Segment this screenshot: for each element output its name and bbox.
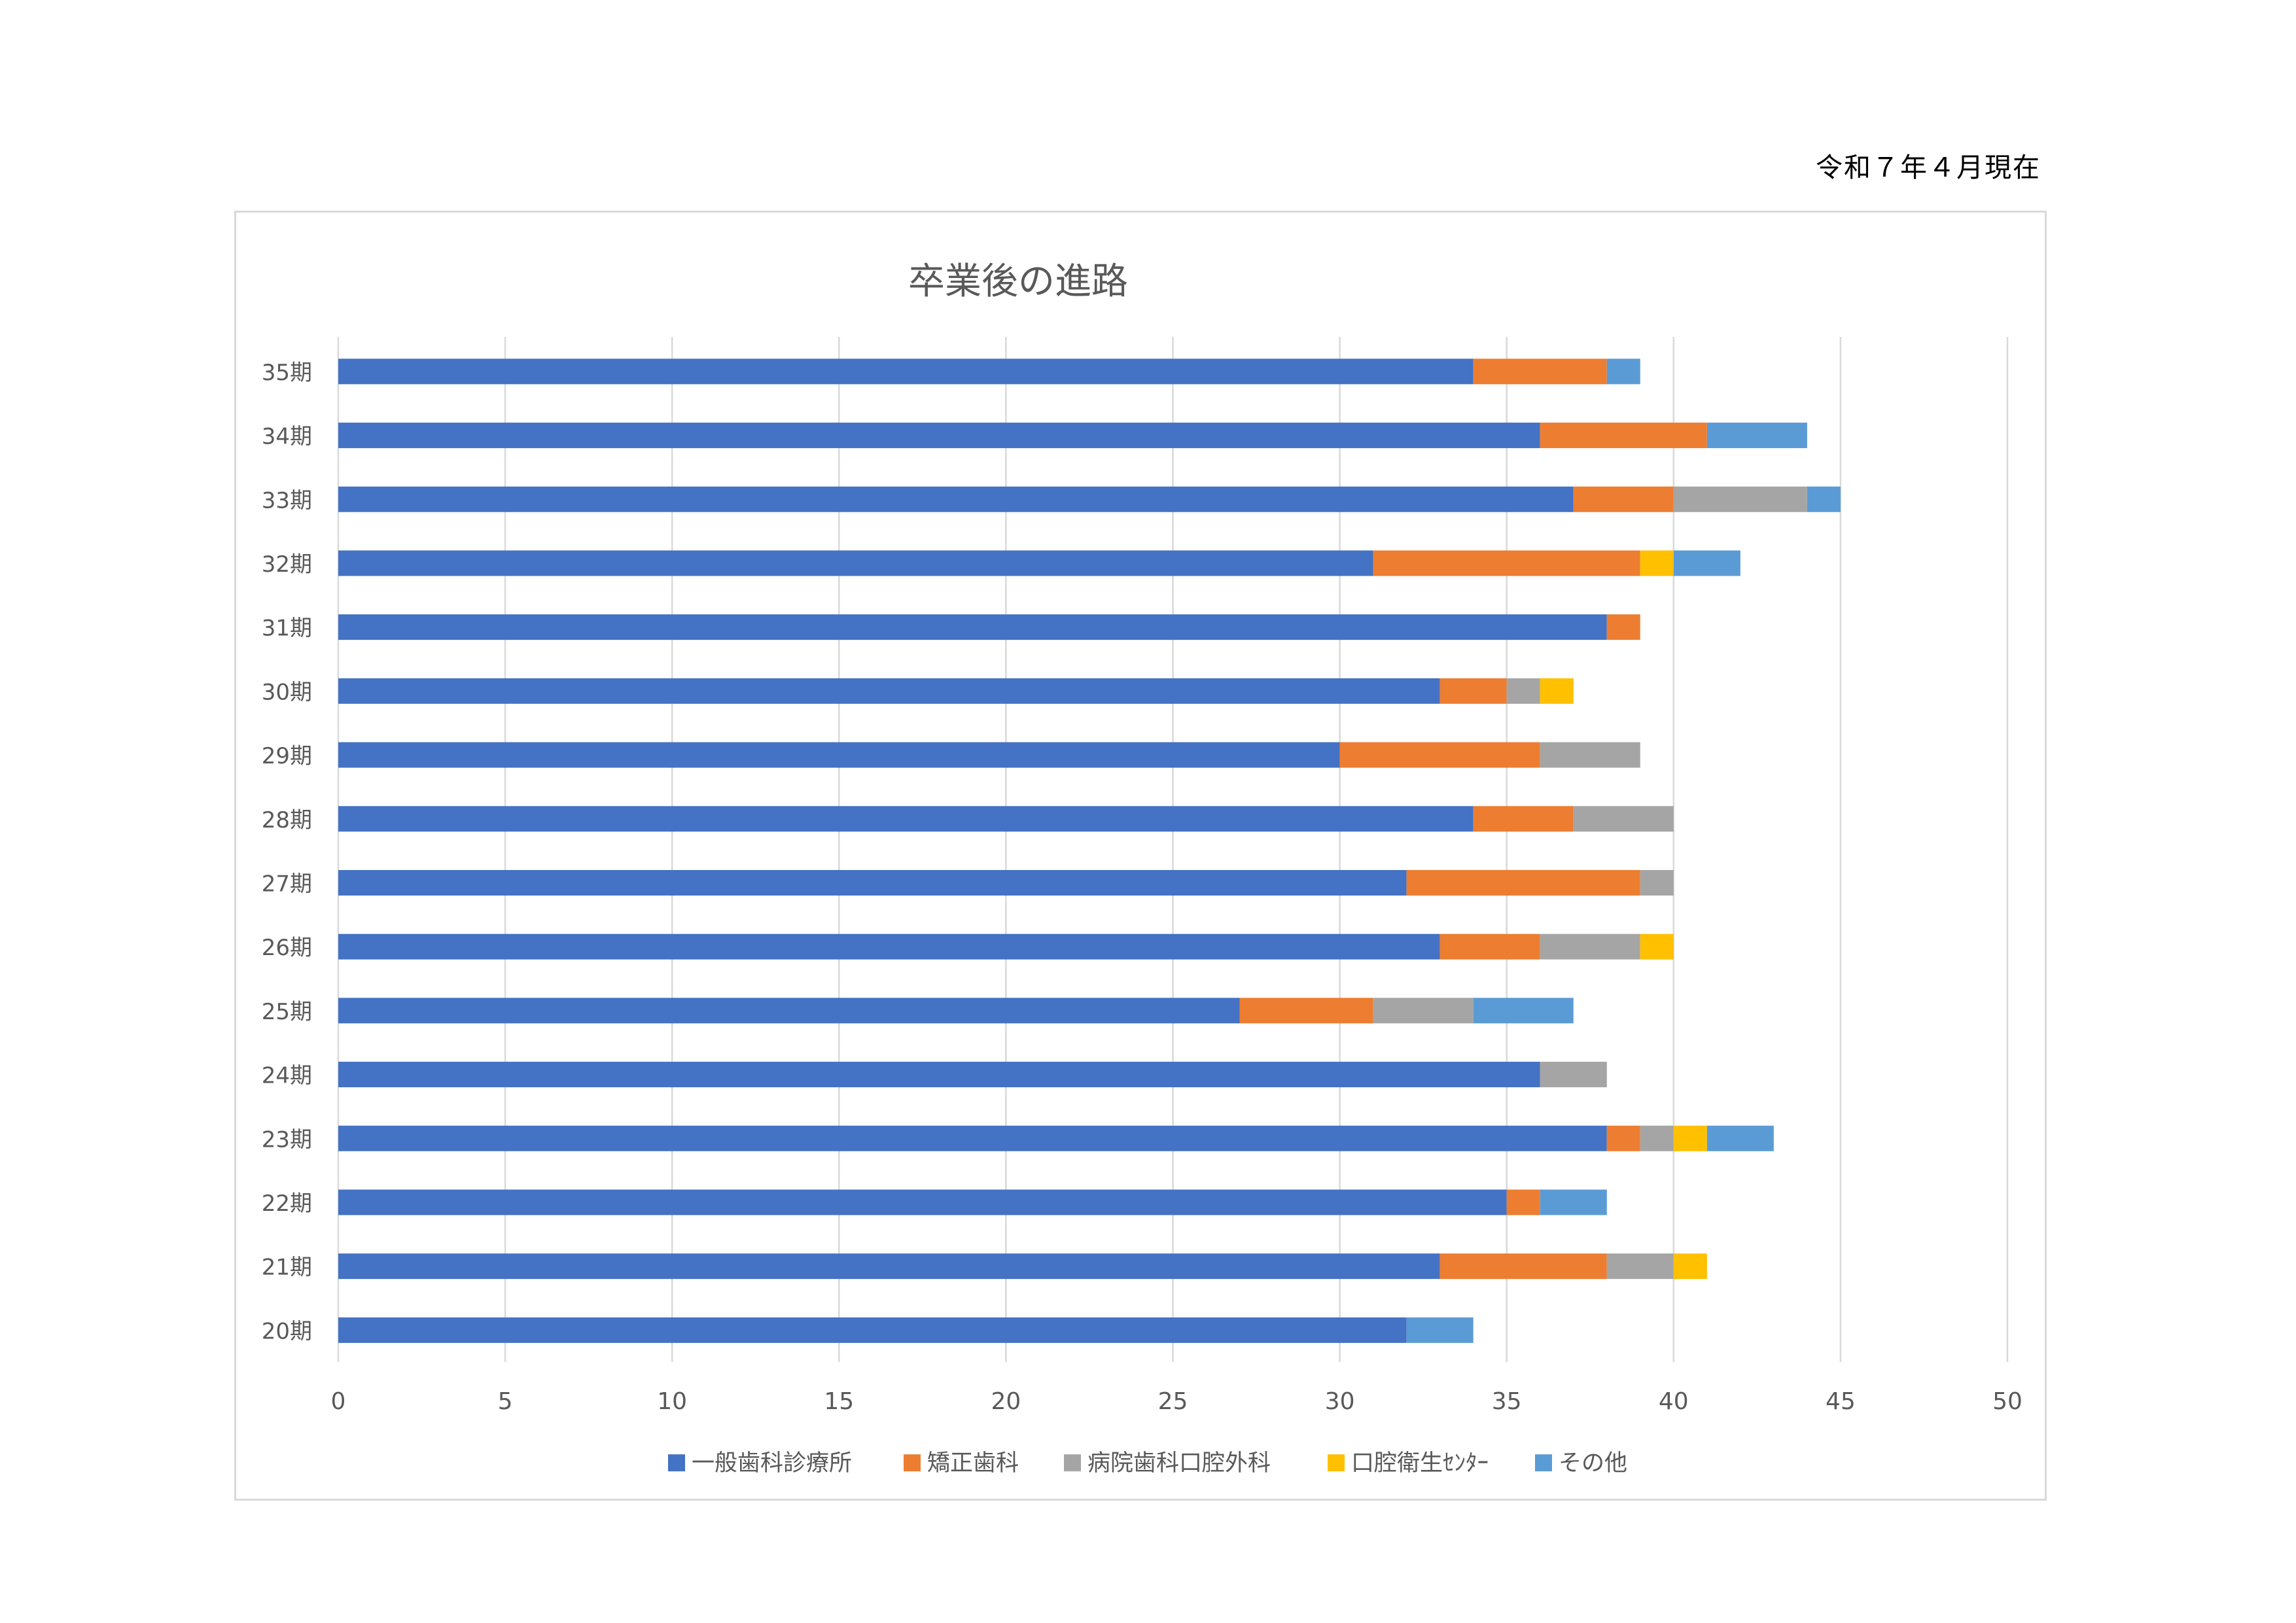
category-label-3: 32期 (262, 551, 312, 578)
bar-31期-series-0 (338, 614, 1607, 640)
category-label-1: 34期 (262, 424, 312, 450)
bar-27期-series-2 (1640, 869, 1674, 896)
bar-29期-series-0 (338, 742, 1340, 768)
bar-chart: 卒業後の進路 0 5 10 15 20 25 30 35 40 45 50 35期 34期 33期 32期 3… (262, 260, 2022, 1476)
bar-25期-series-4 (1473, 998, 1574, 1024)
bar-21期-series-3 (1673, 1253, 1707, 1280)
bar-31期-series-1 (1606, 614, 1640, 640)
legend-swatch-1 (904, 1454, 921, 1472)
category-label-14: 21期 (262, 1255, 312, 1281)
date-label: 令和７年４月現在 (1816, 152, 2041, 183)
bar-20期-series-4 (1406, 1317, 1474, 1343)
x-tick-label-25: 25 (1158, 1388, 1188, 1415)
x-tick-label-50: 50 (1992, 1388, 2022, 1415)
bar-33期-series-1 (1573, 486, 1674, 512)
bar-22期-series-1 (1506, 1189, 1540, 1215)
bar-35期-series-1 (1473, 358, 1607, 385)
legend-label-0: 一般歯科診療所 (692, 1450, 852, 1476)
bar-27期-series-0 (338, 869, 1407, 896)
bar-26期-series-3 (1640, 934, 1674, 960)
bar-32期-series-3 (1640, 550, 1674, 576)
chart-title: 卒業後の進路 (908, 260, 1128, 303)
bar-25期-series-0 (338, 998, 1240, 1024)
bar-35期-series-0 (338, 358, 1474, 385)
bar-30期-series-1 (1439, 678, 1507, 704)
legend-swatch-4 (1535, 1454, 1552, 1472)
bar-34期-series-0 (338, 423, 1540, 449)
bar-26期-series-1 (1439, 934, 1540, 960)
bar-20期-series-0 (338, 1317, 1407, 1343)
bar-32期-series-1 (1373, 550, 1640, 576)
category-label-5: 30期 (262, 679, 312, 705)
legend-label-1: 矯正歯科 (927, 1450, 1019, 1476)
x-tick-label-0: 0 (331, 1388, 346, 1415)
bar-28期-series-0 (338, 806, 1474, 832)
bar-21期-series-2 (1606, 1253, 1674, 1280)
x-tick-label-10: 10 (657, 1388, 687, 1415)
bar-28期-series-2 (1573, 806, 1674, 832)
bar-23期-series-0 (338, 1125, 1607, 1151)
category-label-11: 24期 (262, 1063, 312, 1089)
bar-22期-series-4 (1540, 1189, 1607, 1215)
category-label-10: 25期 (262, 999, 312, 1025)
bar-21期-series-0 (338, 1253, 1440, 1280)
bar-33期-series-2 (1673, 486, 1807, 512)
category-label-13: 22期 (262, 1191, 312, 1217)
bar-26期-series-2 (1540, 934, 1640, 960)
x-tick-label-20: 20 (991, 1388, 1021, 1415)
bar-32期-series-0 (338, 550, 1373, 576)
bar-30期-series-0 (338, 678, 1440, 704)
legend-label-2: 病院歯科口腔外科 (1087, 1450, 1271, 1476)
bar-32期-series-4 (1673, 550, 1740, 576)
category-label-15: 20期 (262, 1318, 312, 1344)
x-tick-label-5: 5 (498, 1388, 513, 1415)
bar-35期-series-4 (1606, 358, 1640, 385)
bar-30期-series-2 (1506, 678, 1540, 704)
bar-23期-series-2 (1640, 1125, 1674, 1151)
bar-27期-series-1 (1406, 869, 1640, 896)
category-label-9: 26期 (262, 935, 312, 961)
legend-label-4: その他 (1559, 1450, 1627, 1476)
bar-30期-series-3 (1540, 678, 1574, 704)
bar-29期-series-2 (1540, 742, 1640, 768)
category-label-6: 29期 (262, 743, 312, 769)
axis-labels: 0 5 10 15 20 25 30 35 40 45 50 35期 34期 33期 32期 31期 30期 29… (262, 360, 2022, 1415)
x-tick-label-15: 15 (824, 1388, 854, 1415)
bar-21期-series-1 (1439, 1253, 1607, 1280)
bar-33期-series-4 (1807, 486, 1841, 512)
legend-label-3: 口腔衛生ｾﾝﾀｰ (1351, 1450, 1489, 1476)
bar-33期-series-0 (338, 486, 1574, 512)
category-label-8: 27期 (262, 871, 312, 897)
legend-swatch-0 (668, 1454, 685, 1472)
bar-23期-series-1 (1606, 1125, 1640, 1151)
category-label-7: 28期 (262, 807, 312, 833)
bars (338, 358, 1841, 1343)
bar-23期-series-3 (1673, 1125, 1707, 1151)
chart-frame: 卒業後の進路 0 5 10 15 20 25 30 35 40 45 50 35期 34期 33期 32期 3… (234, 211, 2047, 1501)
bar-28期-series-1 (1473, 806, 1574, 832)
bar-22期-series-0 (338, 1189, 1507, 1215)
bar-34期-series-4 (1706, 423, 1807, 449)
legend-swatch-2 (1064, 1454, 1081, 1472)
bar-23期-series-4 (1706, 1125, 1774, 1151)
category-label-12: 23期 (262, 1126, 312, 1153)
x-tick-label-35: 35 (1492, 1388, 1522, 1415)
category-label-2: 33期 (262, 487, 312, 514)
legend-swatch-3 (1328, 1454, 1345, 1472)
bar-34期-series-1 (1540, 423, 1707, 449)
x-tick-label-45: 45 (1826, 1388, 1856, 1415)
category-label-4: 31期 (262, 616, 312, 642)
bar-24期-series-2 (1540, 1062, 1607, 1088)
bar-29期-series-1 (1339, 742, 1540, 768)
legend: 一般歯科診療所 矯正歯科 病院歯科口腔外科 口腔衛生ｾﾝﾀｰ その他 (668, 1450, 1627, 1476)
bar-26期-series-0 (338, 934, 1440, 960)
category-label-0: 35期 (262, 360, 312, 386)
x-tick-label-40: 40 (1659, 1388, 1689, 1415)
bar-25期-series-2 (1373, 998, 1474, 1024)
bar-25期-series-1 (1239, 998, 1373, 1024)
x-tick-label-30: 30 (1325, 1388, 1355, 1415)
bar-24期-series-0 (338, 1062, 1540, 1088)
